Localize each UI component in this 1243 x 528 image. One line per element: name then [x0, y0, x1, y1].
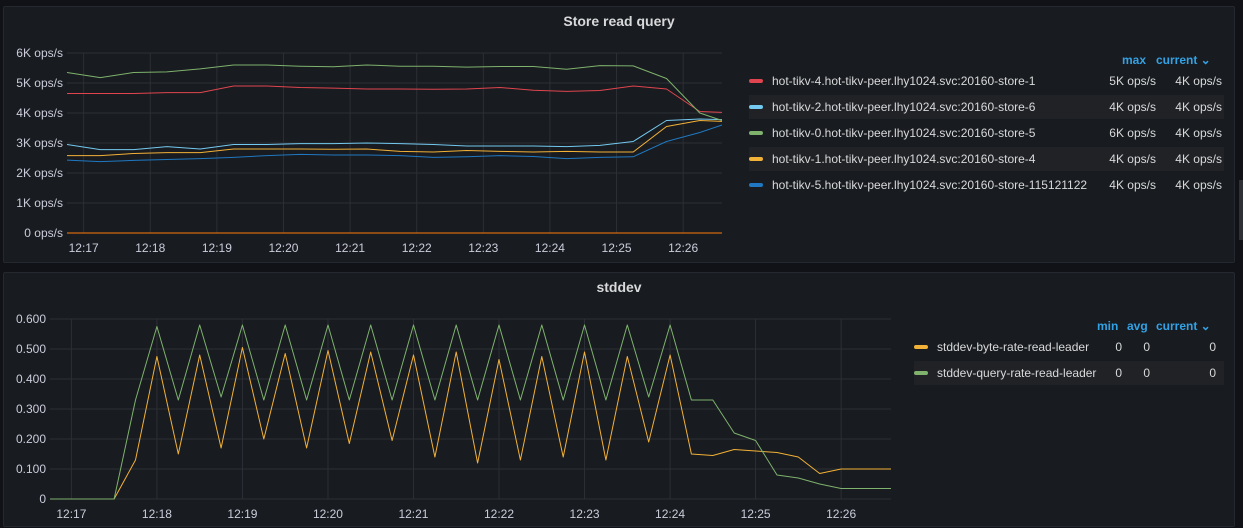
x-tick-label: 12:18 — [135, 241, 165, 255]
x-tick-label: 12:22 — [484, 507, 514, 521]
legend-value-min: 0 — [1115, 340, 1122, 354]
legend-color-swatch[interactable] — [749, 157, 763, 161]
legend-color-swatch[interactable] — [914, 345, 928, 349]
legend-value-current: 4K ops/s — [1175, 178, 1222, 192]
series-line-1 — [66, 118, 723, 151]
y-tick-label: 0.600 — [16, 312, 46, 326]
y-tick-label: 2K ops/s — [16, 166, 63, 180]
legend-value-max: 4K ops/s — [1109, 100, 1156, 114]
legend-series-name[interactable]: hot-tikv-0.hot-tikv-peer.lhy1024.svc:201… — [772, 126, 1036, 140]
series-line-1 — [50, 324, 891, 500]
store-read-query-chart[interactable]: 0 ops/s 1K ops/s 2K ops/s 3K ops/s 4K ops/s 5… — [4, 7, 744, 264]
panel-title[interactable]: Store read query — [563, 13, 675, 29]
y-tick-label: 1K ops/s — [16, 196, 63, 210]
x-tick-label: 12:19 — [202, 241, 232, 255]
x-tick-label: 12:17 — [69, 241, 99, 255]
series-line-0 — [67, 85, 723, 113]
scrollbar[interactable] — [1239, 180, 1243, 240]
stddev-panel: stddev 0 0.100 0.200 0.300 0.400 0.500 0.600 12… — [3, 272, 1235, 527]
legend-series-name[interactable]: hot-tikv-5.hot-tikv-peer.lhy1024.svc:201… — [772, 178, 1088, 192]
legend-header-min[interactable]: min — [1097, 319, 1119, 333]
y-tick-label: 0.500 — [16, 342, 46, 356]
legend-value-max: 5K ops/s — [1109, 74, 1156, 88]
y-tick-label: 0 — [39, 492, 46, 506]
store-read-query-panel: Store read query 0 ops/s 1K ops/s 2K ops/s… — [3, 6, 1235, 263]
x-tick-label: 12:21 — [398, 507, 428, 521]
legend-row[interactable]: hot-tikv-2.hot-tikv-peer.lhy1024.svc:201… — [749, 95, 1224, 119]
series-line-3 — [67, 120, 723, 157]
y-tick-label: 6K ops/s — [16, 46, 63, 60]
y-tick-label: 0.100 — [16, 462, 46, 476]
legend-color-swatch[interactable] — [749, 105, 763, 109]
y-tick-label: 4K ops/s — [16, 106, 63, 120]
y-tick-label: 0.400 — [16, 372, 46, 386]
legend-header-avg[interactable]: avg — [1127, 319, 1148, 333]
x-tick-label: 12:18 — [142, 507, 172, 521]
y-tick-label: 5K ops/s — [16, 76, 63, 90]
legend-row[interactable]: hot-tikv-1.hot-tikv-peer.lhy1024.svc:201… — [749, 147, 1224, 171]
x-tick-label: 12:20 — [268, 241, 298, 255]
x-tick-label: 12:20 — [313, 507, 343, 521]
legend-value-max: 4K ops/s — [1109, 178, 1156, 192]
y-tick-label: 0.300 — [16, 402, 46, 416]
y-tick-label: 0.200 — [16, 432, 46, 446]
legend-row[interactable]: hot-tikv-5.hot-tikv-peer.lhy1024.svc:201… — [749, 173, 1224, 197]
series-line-0 — [50, 347, 891, 500]
legend-value-max: 6K ops/s — [1109, 126, 1156, 140]
x-tick-label: 12:25 — [602, 241, 632, 255]
legend: max current ⌄ hot-tikv-4.hot-tikv-peer.l… — [744, 7, 1234, 264]
series-line-4 — [66, 124, 723, 163]
x-tick-label: 12:26 — [826, 507, 856, 521]
x-tick-label: 12:23 — [468, 241, 498, 255]
legend-value-avg: 0 — [1143, 340, 1150, 354]
x-tick-label: 12:24 — [535, 241, 565, 255]
x-tick-label: 12:26 — [668, 241, 698, 255]
x-tick-label: 12:24 — [655, 507, 685, 521]
legend-header-max[interactable]: max — [1122, 53, 1147, 67]
legend-series-name[interactable]: stddev-query-rate-read-leader — [937, 366, 1097, 380]
legend-series-name[interactable]: hot-tikv-4.hot-tikv-peer.lhy1024.svc:201… — [772, 74, 1036, 88]
legend-color-swatch[interactable] — [914, 371, 928, 375]
panel-title[interactable]: stddev — [596, 279, 642, 295]
legend-value-current: 0 — [1209, 366, 1216, 380]
stddev-chart[interactable]: 0 0.100 0.200 0.300 0.400 0.500 0.600 12:17 12:1… — [4, 273, 904, 528]
x-tick-label: 12:25 — [741, 507, 771, 521]
y-tick-label: 0 ops/s — [24, 226, 63, 240]
legend-header-current[interactable]: current ⌄ — [1156, 53, 1211, 67]
legend-value-min: 0 — [1115, 366, 1122, 380]
x-tick-label: 12:17 — [56, 507, 86, 521]
series-line-2 — [66, 64, 723, 121]
legend-color-swatch[interactable] — [749, 183, 763, 187]
x-tick-label: 12:21 — [335, 241, 365, 255]
legend-row[interactable]: hot-tikv-4.hot-tikv-peer.lhy1024.svc:201… — [749, 69, 1224, 93]
x-tick-label: 12:19 — [227, 507, 257, 521]
legend-value-current: 0 — [1209, 340, 1216, 354]
x-tick-label: 12:22 — [402, 241, 432, 255]
legend-series-name[interactable]: hot-tikv-1.hot-tikv-peer.lhy1024.svc:201… — [772, 152, 1036, 166]
y-tick-label: 3K ops/s — [16, 136, 63, 150]
legend-header-current[interactable]: current ⌄ — [1156, 319, 1211, 333]
legend-value-avg: 0 — [1143, 366, 1150, 380]
legend-value-max: 4K ops/s — [1109, 152, 1156, 166]
legend-value-current: 4K ops/s — [1175, 152, 1222, 166]
x-tick-label: 12:23 — [570, 507, 600, 521]
legend: min avg current ⌄ stddev-byte-rate-read-… — [904, 273, 1234, 528]
legend-row[interactable]: stddev-query-rate-read-leader 0 0 0 — [914, 361, 1224, 385]
legend-color-swatch[interactable] — [749, 131, 763, 135]
legend-color-swatch[interactable] — [749, 79, 763, 83]
legend-value-current: 4K ops/s — [1175, 126, 1222, 140]
legend-value-current: 4K ops/s — [1175, 74, 1222, 88]
legend-series-name[interactable]: stddev-byte-rate-read-leader — [937, 340, 1090, 354]
legend-row[interactable]: hot-tikv-0.hot-tikv-peer.lhy1024.svc:201… — [749, 121, 1224, 145]
legend-value-current: 4K ops/s — [1175, 100, 1222, 114]
legend-series-name[interactable]: hot-tikv-2.hot-tikv-peer.lhy1024.svc:201… — [772, 100, 1036, 114]
legend-row[interactable]: stddev-byte-rate-read-leader 0 0 0 — [914, 335, 1224, 359]
